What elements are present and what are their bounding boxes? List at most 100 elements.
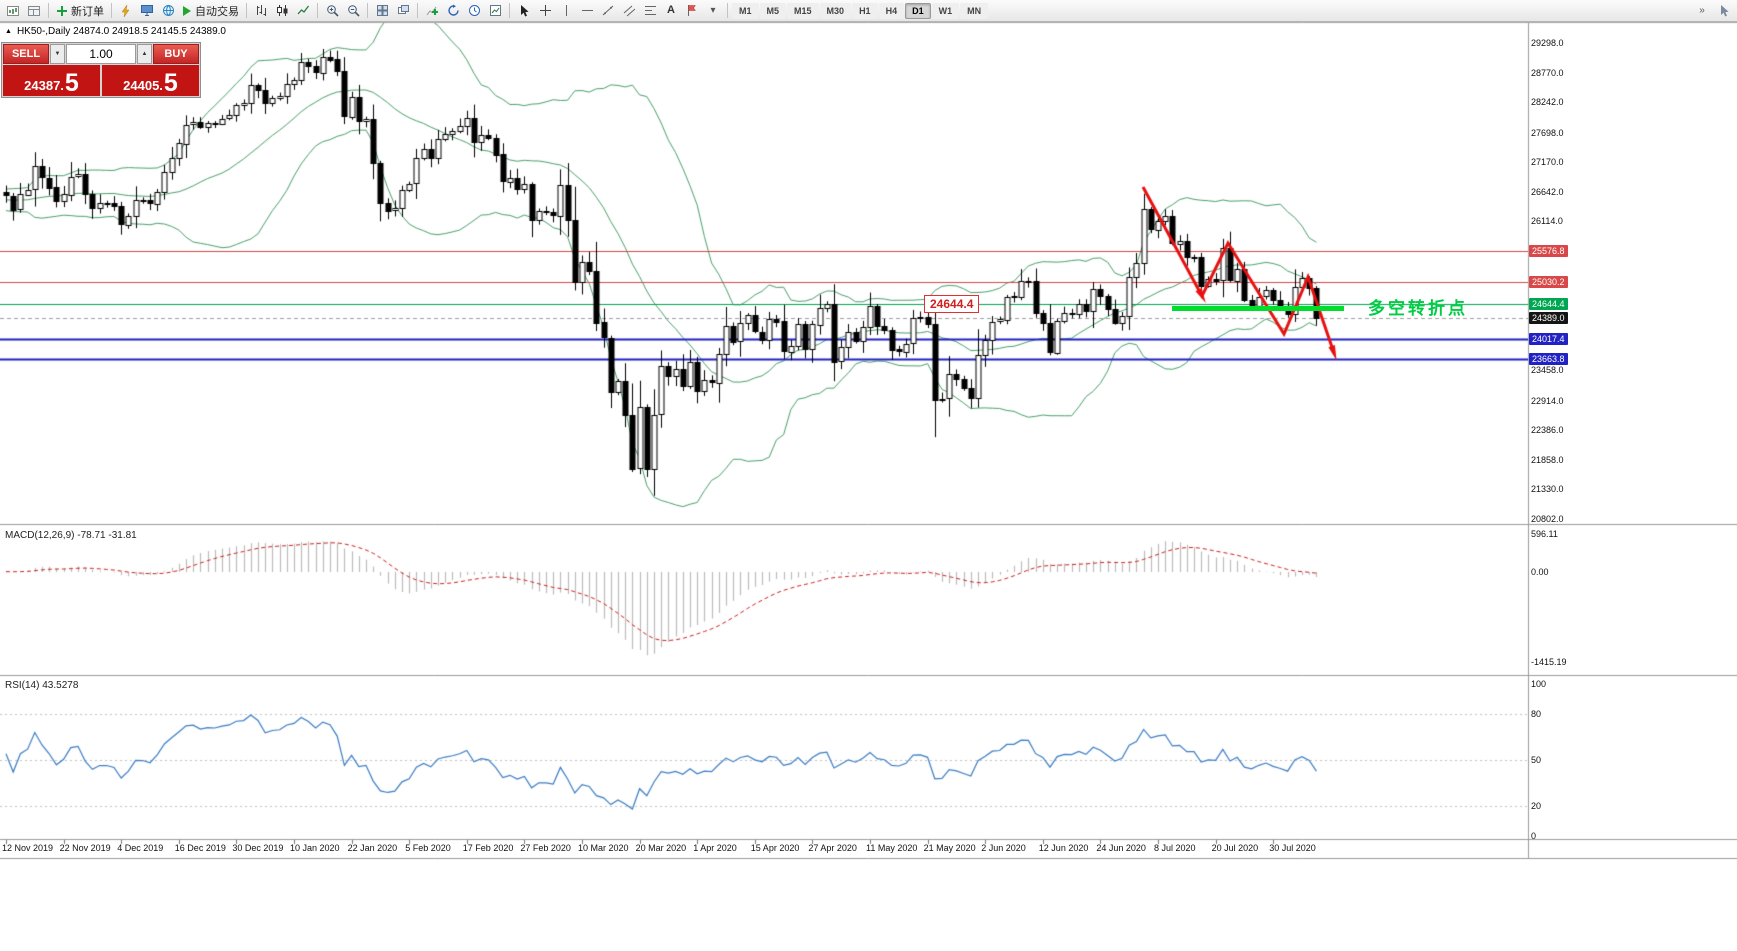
cascade-windows-button[interactable] xyxy=(393,2,413,20)
panel-separator[interactable] xyxy=(0,523,1737,527)
mql-market-button[interactable] xyxy=(116,2,136,20)
zoom-in-icon xyxy=(326,4,339,17)
pointer-icon xyxy=(1719,4,1730,17)
date-label: 11 May 2020 xyxy=(866,843,918,853)
panel-separator[interactable] xyxy=(0,674,1737,678)
date-label: 10 Mar 2020 xyxy=(578,843,629,853)
one-click-collapse-button[interactable]: ▲ xyxy=(5,28,12,35)
price-flag-annotation[interactable]: 24644.4 xyxy=(924,295,980,313)
date-label: 1 Apr 2020 xyxy=(693,843,737,853)
price-axis[interactable]: 29298.0 28770.0 28242.0 27698.0 27170.0 26642… xyxy=(1528,22,1737,859)
toolbar-separator xyxy=(111,3,112,18)
macd-tick-label: 596.11 xyxy=(1531,529,1558,540)
buy-button[interactable]: BUY xyxy=(153,44,199,64)
candlestick-view-button[interactable] xyxy=(272,2,292,20)
crosshair-tool-button[interactable] xyxy=(535,2,555,20)
support-highlight-line[interactable] xyxy=(1172,306,1344,311)
trendline-tool-button[interactable] xyxy=(598,2,618,20)
chart-profiles-button[interactable] xyxy=(24,2,44,20)
date-label: 12 Jun 2020 xyxy=(1038,843,1089,853)
chart-canvas[interactable] xyxy=(0,0,1737,860)
line-chart-view-button[interactable] xyxy=(293,2,313,20)
date-label: 22 Jan 2020 xyxy=(347,843,398,853)
sell-price-button[interactable]: 24387. 5 xyxy=(3,65,100,96)
timeframe-mn-button[interactable]: MN xyxy=(960,2,989,19)
timeframe-h1-button[interactable]: H1 xyxy=(852,2,878,19)
date-label: 27 Feb 2020 xyxy=(520,843,571,853)
terminal-panel-button[interactable] xyxy=(137,2,157,20)
tile-windows-button[interactable] xyxy=(372,2,392,20)
label-tool-button[interactable] xyxy=(682,2,702,20)
panel-separator[interactable] xyxy=(0,838,1737,842)
chart-properties-button[interactable] xyxy=(485,2,505,20)
bid-price-label: 24389.0 xyxy=(1529,312,1568,324)
price-tick-label: 20802.0 xyxy=(1531,513,1564,524)
auto-trading-label: 自动交易 xyxy=(195,5,239,18)
rsi-tick-label: 50 xyxy=(1531,755,1542,765)
fibonacci-tool-button[interactable] xyxy=(640,2,660,20)
period-clock-button[interactable] xyxy=(464,2,484,20)
buy-price-button[interactable]: 24405. 5 xyxy=(102,65,199,96)
time-axis[interactable]: 12 Nov 2019 22 Nov 2019 4 Dec 2019 16 Dec 2… xyxy=(0,840,1528,859)
channel-tool-button[interactable] xyxy=(619,2,639,20)
date-label: 21 May 2020 xyxy=(923,843,976,853)
date-label: 17 Feb 2020 xyxy=(462,843,514,853)
rsi-tick-label: 100 xyxy=(1531,679,1547,689)
new-chart-button[interactable] xyxy=(3,2,23,20)
date-label: 30 Jul 2020 xyxy=(1269,843,1316,853)
horizontal-line-icon xyxy=(581,6,594,15)
timeframe-w1-button[interactable]: W1 xyxy=(931,2,960,19)
timeframe-m5-button[interactable]: M5 xyxy=(759,2,787,19)
new-order-button[interactable]: 新订单 xyxy=(53,2,107,20)
timeframe-m15-button[interactable]: M15 xyxy=(787,2,819,19)
price-tick-label: 22914.0 xyxy=(1531,395,1564,406)
auto-trading-button[interactable]: 自动交易 xyxy=(179,2,242,20)
text-tool-icon: A xyxy=(667,4,675,16)
date-label: 20 Jul 2020 xyxy=(1211,843,1259,853)
price-tick-label: 26114.0 xyxy=(1531,216,1563,227)
toolbar-overflow-button[interactable]: » xyxy=(1692,2,1712,20)
date-label: 12 Nov 2019 xyxy=(2,843,54,853)
turning-point-annotation[interactable]: 多空转折点 xyxy=(1368,299,1468,318)
cycles-button[interactable] xyxy=(443,2,463,20)
zoom-out-button[interactable] xyxy=(343,2,363,20)
hline-price-label: 23663.8 xyxy=(1529,352,1568,365)
one-click-trading-panel: SELL ▼ ▲ BUY 24387.5 24405.5 xyxy=(1,42,201,98)
date-label: 2 Jun 2020 xyxy=(981,843,1026,853)
price-tick-label: 27698.0 xyxy=(1531,127,1564,138)
text-tool-button[interactable]: A xyxy=(661,2,681,20)
bar-chart-view-button[interactable] xyxy=(251,2,271,20)
volume-input[interactable] xyxy=(66,44,136,64)
price-tick-label: 27170.0 xyxy=(1531,157,1564,168)
sell-button[interactable]: SELL xyxy=(3,44,49,64)
indicators-button[interactable] xyxy=(422,2,442,20)
date-label: 15 Apr 2020 xyxy=(750,843,800,853)
crosshair-icon xyxy=(539,4,552,17)
timeframe-m1-button[interactable]: M1 xyxy=(732,2,759,19)
volume-increase-button[interactable]: ▲ xyxy=(137,44,152,64)
pointer-tool-button[interactable] xyxy=(1714,2,1734,20)
hline-tool-button[interactable] xyxy=(577,2,597,20)
line-chart-icon xyxy=(297,4,310,17)
vline-tool-button[interactable] xyxy=(556,2,576,20)
date-label: 8 Jul 2020 xyxy=(1154,843,1196,853)
ohlc-text: HK50-,Daily 24874.0 24918.5 24145.5 2438… xyxy=(16,26,226,37)
timeframe-m30-button[interactable]: M30 xyxy=(819,2,852,19)
cursor-tool-button[interactable] xyxy=(514,2,534,20)
timeframe-d1-button[interactable]: D1 xyxy=(905,2,931,19)
zoom-in-button[interactable] xyxy=(322,2,342,20)
cycle-arrows-icon xyxy=(447,4,460,17)
buy-price-pip: 5 xyxy=(163,69,178,97)
timeframe-h4-button[interactable]: H4 xyxy=(878,2,905,19)
shapes-tool-button[interactable]: ▾ xyxy=(703,2,723,20)
price-tick-label: 28242.0 xyxy=(1531,97,1564,108)
date-label: 16 Dec 2019 xyxy=(174,843,226,853)
date-label: 10 Jan 2020 xyxy=(290,843,340,853)
new-order-plus-icon xyxy=(56,5,68,17)
candlestick-icon xyxy=(276,4,289,17)
volume-decrease-button[interactable]: ▼ xyxy=(50,44,65,64)
community-button[interactable] xyxy=(158,2,178,20)
cascade-windows-icon xyxy=(397,4,410,17)
zoom-out-icon xyxy=(347,4,360,17)
